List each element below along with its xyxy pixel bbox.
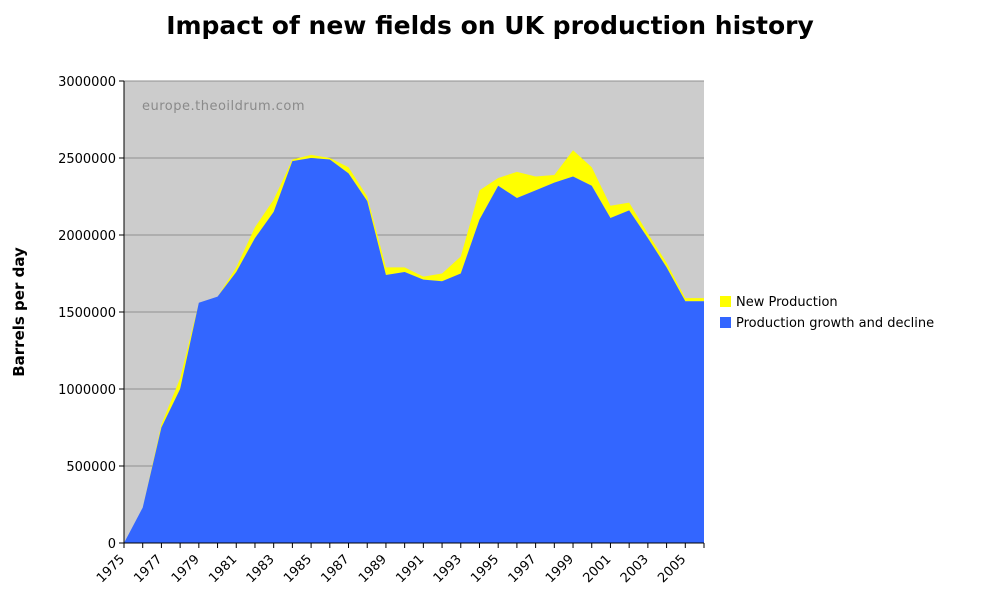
x-tick-label: 1987 <box>319 552 353 586</box>
y-tick-label: 2500000 <box>58 152 116 167</box>
y-axis-label: Barrels per day <box>10 247 28 377</box>
x-tick-label: 1999 <box>543 552 577 586</box>
x-tick-label: 1975 <box>94 552 128 586</box>
watermark-text: europe.theoildrum.com <box>142 99 305 114</box>
axes <box>119 80 705 548</box>
x-tick-label: 1993 <box>431 552 465 586</box>
series-area-production-growth <box>124 158 704 543</box>
x-tick-label: 2003 <box>618 552 652 586</box>
x-tick-labels: 1975 1977 1979 1981 1983 1985 1987 1989 1991 1993… <box>94 552 689 586</box>
x-tick-label: 1983 <box>244 552 278 586</box>
legend: New Production Production growth and dec… <box>720 295 934 331</box>
x-tick-label: 2001 <box>580 552 614 586</box>
x-tick-label: 1977 <box>131 552 165 586</box>
x-tick-label: 2005 <box>655 552 689 586</box>
legend-label-new-production: New Production <box>736 295 838 310</box>
legend-swatch-production-growth <box>720 317 731 328</box>
x-tick-label: 1979 <box>169 552 203 586</box>
y-tick-label: 1500000 <box>58 306 116 321</box>
x-tick-label: 1991 <box>393 552 427 586</box>
x-tick-label: 1997 <box>506 552 540 586</box>
y-tick-label: 0 <box>108 537 116 552</box>
x-tick-label: 1989 <box>356 552 390 586</box>
area-layer <box>124 150 704 544</box>
y-tick-label: 1000000 <box>58 383 116 398</box>
x-tick-label: 1995 <box>468 552 502 586</box>
x-tick-label: 1985 <box>281 552 315 586</box>
x-tick-label: 1981 <box>206 552 240 586</box>
y-tick-label: 3000000 <box>58 75 116 90</box>
y-tick-label: 2000000 <box>58 229 116 244</box>
chart-title: Impact of new fields on UK production hi… <box>166 11 814 40</box>
y-tick-labels: 0 500000 1000000 1500000 2000000 2500000 30000… <box>58 75 116 552</box>
legend-label-production-growth: Production growth and decline <box>736 316 934 331</box>
legend-swatch-new-production <box>720 296 731 307</box>
y-tick-label: 500000 <box>66 460 116 475</box>
